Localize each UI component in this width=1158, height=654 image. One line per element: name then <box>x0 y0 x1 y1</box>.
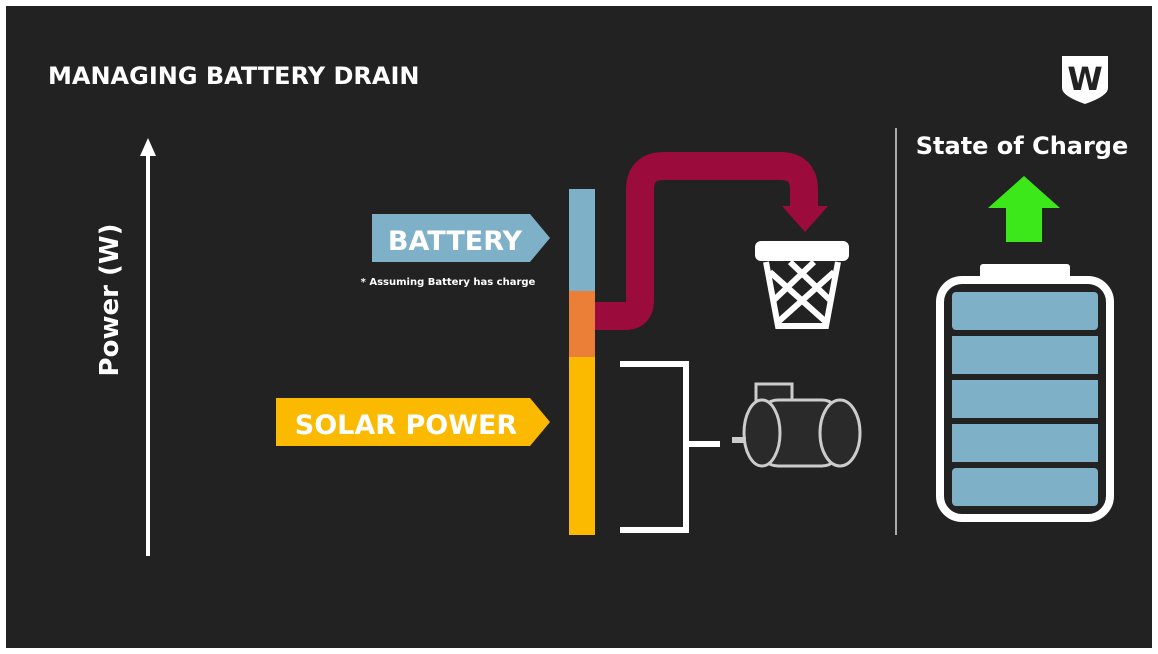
motor-icon <box>732 382 862 468</box>
logo: W <box>1067 60 1102 98</box>
battery-segment <box>569 189 595 291</box>
axis-arrow <box>140 138 156 156</box>
battery-tag <box>372 214 550 262</box>
battery-body <box>936 276 1114 522</box>
waste-arrowhead <box>782 206 828 232</box>
battery-label: BATTERY <box>388 226 523 257</box>
state-label: State of Charge <box>916 132 1129 160</box>
title: MANAGING BATTERY DRAIN <box>48 62 419 90</box>
excess-segment <box>569 291 595 357</box>
waste-arrow <box>595 152 818 330</box>
solar-segment <box>569 357 595 535</box>
solar-label: SOLAR POWER <box>295 410 518 441</box>
battery-note: * Assuming Battery has charge <box>361 277 536 288</box>
y-axis-label: Power (W) <box>95 224 125 377</box>
battery-cells <box>952 292 1098 506</box>
load-bracket <box>620 361 720 533</box>
bin-icon <box>755 241 849 329</box>
charge-arrow <box>988 176 1060 242</box>
solar-tag <box>276 398 550 446</box>
logo-shield <box>1062 56 1108 104</box>
